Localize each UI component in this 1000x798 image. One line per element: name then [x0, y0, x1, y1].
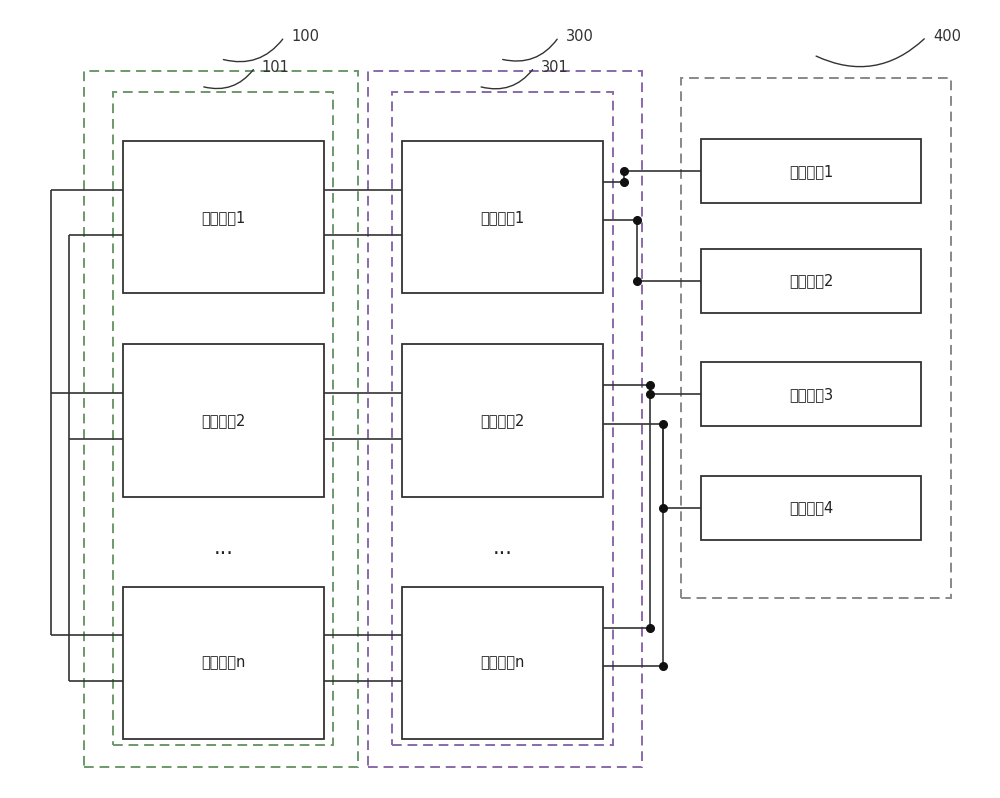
Bar — [392, 92, 613, 745]
Text: 切换单元n: 切换单元n — [480, 655, 525, 670]
Bar — [123, 587, 324, 739]
Text: 切换单元2: 切换单元2 — [480, 413, 525, 428]
Bar — [701, 140, 921, 203]
Text: 充电终端4: 充电终端4 — [789, 500, 833, 516]
Text: 400: 400 — [933, 30, 961, 45]
Text: 充电终端3: 充电终端3 — [789, 387, 833, 402]
Bar — [681, 78, 951, 598]
Bar — [701, 249, 921, 313]
Text: 充电终端2: 充电终端2 — [789, 274, 833, 288]
Text: 301: 301 — [541, 60, 569, 75]
Bar — [402, 587, 603, 739]
Text: 切换单元1: 切换单元1 — [480, 210, 525, 225]
Text: 整流单元2: 整流单元2 — [201, 413, 245, 428]
Text: 整流单元n: 整流单元n — [201, 655, 245, 670]
Text: 101: 101 — [262, 60, 290, 75]
Bar — [113, 92, 333, 745]
Bar — [123, 141, 324, 294]
Text: 300: 300 — [566, 30, 594, 45]
Bar — [402, 141, 603, 294]
Text: 充电终端1: 充电终端1 — [789, 164, 833, 179]
Bar — [123, 344, 324, 496]
Bar — [368, 70, 642, 767]
Bar — [84, 70, 358, 767]
Text: 整流单元1: 整流单元1 — [201, 210, 245, 225]
Bar — [701, 362, 921, 426]
Text: 100: 100 — [291, 30, 319, 45]
Text: ···: ··· — [493, 544, 513, 564]
Text: ···: ··· — [214, 544, 234, 564]
Bar — [701, 476, 921, 539]
Bar — [402, 344, 603, 496]
